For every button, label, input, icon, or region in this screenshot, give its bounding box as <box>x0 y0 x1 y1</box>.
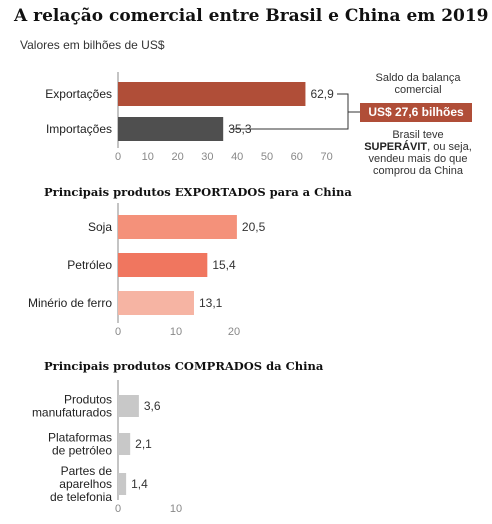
balance-bracket <box>230 93 360 130</box>
value-label-manufaturados: 3,6 <box>144 399 161 413</box>
x-tick-label: 60 <box>291 151 303 163</box>
value-label-minerio: 13,1 <box>199 296 223 310</box>
value-label-soja: 20,5 <box>242 220 266 234</box>
surplus-note-bold: SUPERÁVIT <box>364 141 428 153</box>
category-label-manufaturados: Produtos manufaturados <box>32 393 112 420</box>
x-tick-label: 50 <box>261 151 273 163</box>
value-label-petroleo: 15,4 <box>212 258 236 272</box>
section-title-exportados: Principais produtos EXPORTADOS para a Ch… <box>44 185 352 199</box>
category-label-minerio: Minério de ferro <box>28 296 112 310</box>
category-label-soja: Soja <box>88 220 112 234</box>
bar-minerio <box>118 291 194 315</box>
x-tick-label: 30 <box>201 151 213 163</box>
chart-title: A relação comercial entre Brasil e China… <box>14 6 489 26</box>
surplus-note-post: , ou seja, vendeu mais do que comprou da… <box>368 141 472 177</box>
x-tick-label: 70 <box>320 151 332 163</box>
x-tick-label: 20 <box>228 326 240 338</box>
category-label-exportacoes: Exportações <box>45 87 112 101</box>
bar-manufaturados <box>118 395 139 417</box>
section-title-comprados: Principais produtos COMPRADOS da China <box>44 359 324 373</box>
balance-badge: US$ 27,6 bilhões <box>360 103 472 122</box>
chart-subtitle: Valores em bilhões de US$ <box>20 38 165 52</box>
balance-label: Saldo da balança comercial <box>375 72 461 96</box>
value-label-plataformas: 2,1 <box>135 437 152 451</box>
bar-importacoes <box>118 117 224 141</box>
value-label-telefonia: 1,4 <box>131 477 148 491</box>
value-label-exportacoes: 62,9 <box>310 87 334 101</box>
bar-exportacoes <box>118 82 306 106</box>
x-tick-label: 10 <box>170 326 182 338</box>
surplus-note: Brasil teve SUPERÁVIT, ou seja, vendeu ma… <box>364 129 472 177</box>
bar-telefonia <box>118 473 127 495</box>
x-tick-label: 10 <box>170 503 182 515</box>
x-tick-label: 40 <box>231 151 243 163</box>
x-tick-label: 0 <box>115 503 121 515</box>
category-label-petroleo: Petróleo <box>67 258 112 272</box>
x-tick-label: 20 <box>171 151 183 163</box>
bar-plataformas <box>118 433 131 455</box>
x-tick-label: 0 <box>115 151 121 163</box>
bar-soja <box>118 215 237 239</box>
category-label-importacoes: Importações <box>46 122 112 136</box>
bar-petroleo <box>118 253 208 277</box>
x-tick-label: 0 <box>115 326 121 338</box>
surplus-note-pre: Brasil teve <box>392 129 444 141</box>
category-label-telefonia: Partes de aparelhos de telefonia <box>50 464 112 504</box>
x-tick-label: 10 <box>142 151 154 163</box>
category-label-plataformas: Plataformas de petróleo <box>48 431 112 458</box>
